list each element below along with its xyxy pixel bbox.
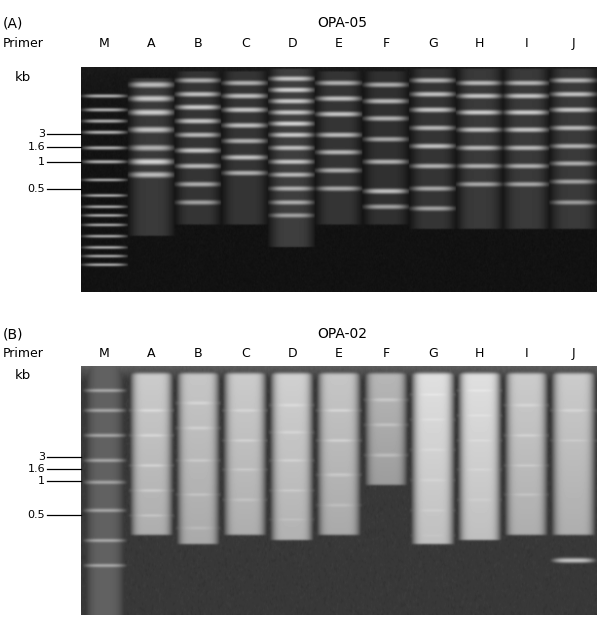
Text: kb: kb	[15, 71, 31, 83]
Text: Primer: Primer	[3, 37, 44, 49]
Text: B: B	[194, 37, 203, 49]
Text: E: E	[335, 37, 343, 49]
Text: C: C	[241, 347, 250, 360]
Text: M: M	[99, 37, 110, 49]
Text: kb: kb	[15, 369, 31, 382]
Text: G: G	[428, 37, 437, 49]
Text: 0.5: 0.5	[28, 510, 45, 521]
Text: OPA-02: OPA-02	[317, 327, 367, 342]
Text: 3: 3	[38, 128, 45, 139]
Text: E: E	[335, 347, 343, 360]
Text: 0.5: 0.5	[28, 184, 45, 194]
Text: OPA-05: OPA-05	[317, 16, 367, 30]
Text: F: F	[382, 37, 389, 49]
Text: 1.6: 1.6	[28, 464, 45, 474]
Text: D: D	[287, 347, 297, 360]
Text: 1: 1	[38, 157, 45, 167]
Text: I: I	[525, 347, 529, 360]
Text: A: A	[147, 347, 155, 360]
Text: (B): (B)	[3, 327, 23, 342]
Text: (A): (A)	[3, 16, 23, 30]
Text: J: J	[572, 347, 575, 360]
Text: A: A	[147, 37, 155, 49]
Text: D: D	[287, 37, 297, 49]
Text: C: C	[241, 37, 250, 49]
Text: F: F	[382, 347, 389, 360]
Text: 1.6: 1.6	[28, 142, 45, 152]
Text: I: I	[525, 37, 529, 49]
Text: J: J	[572, 37, 575, 49]
Text: B: B	[194, 347, 203, 360]
Text: H: H	[475, 37, 484, 49]
Text: H: H	[475, 347, 484, 360]
Text: G: G	[428, 347, 437, 360]
Text: 1: 1	[38, 476, 45, 485]
Text: M: M	[99, 347, 110, 360]
Text: Primer: Primer	[3, 347, 44, 360]
Text: 3: 3	[38, 452, 45, 462]
